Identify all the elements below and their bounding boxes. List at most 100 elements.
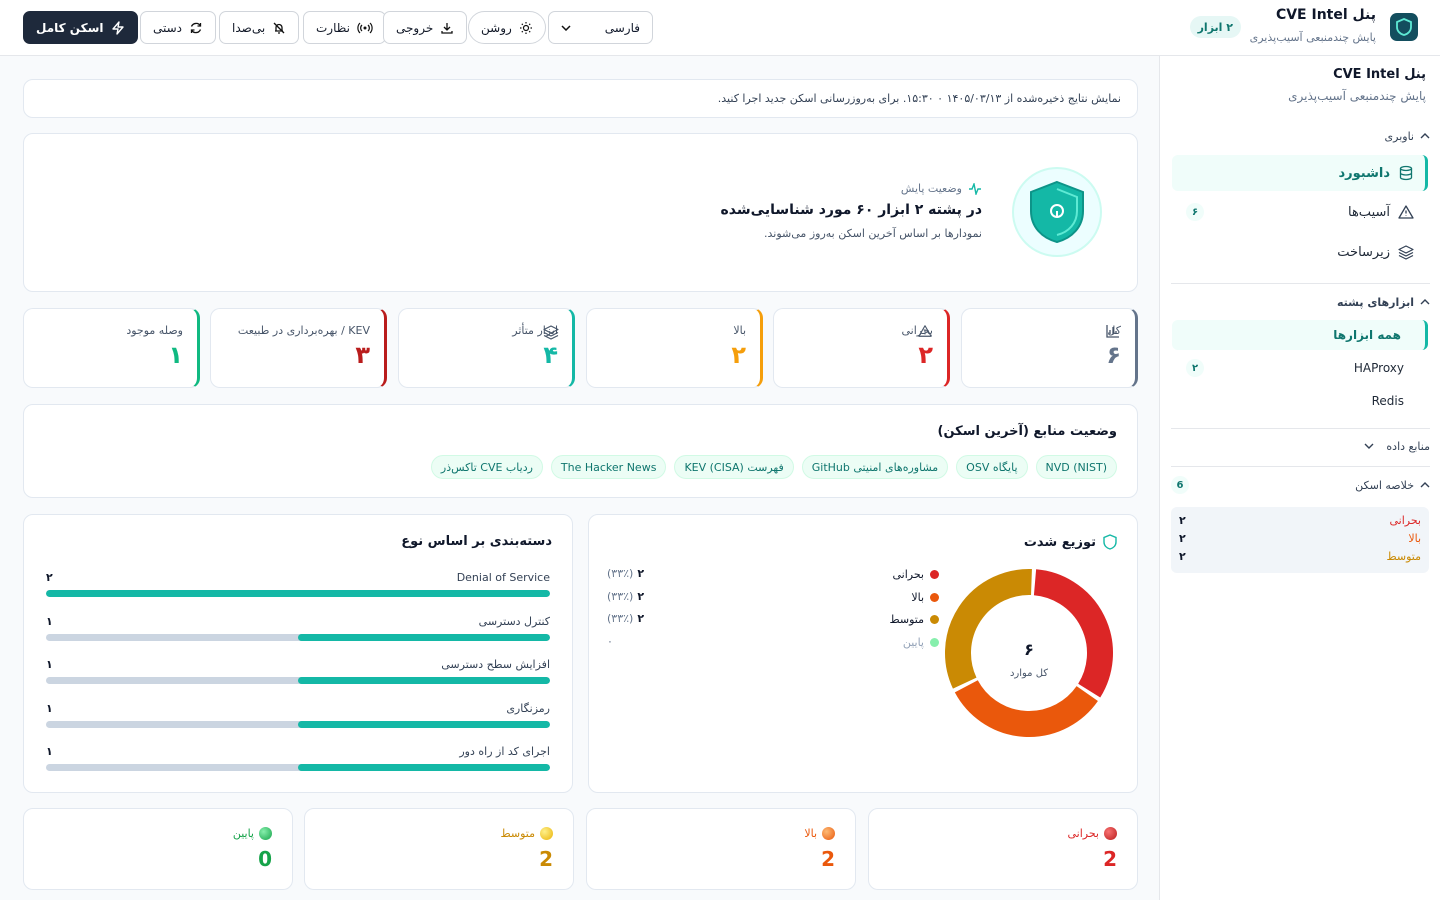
- type-count: ۱: [46, 658, 53, 671]
- stat-value: ۲: [918, 341, 933, 369]
- notice-text: نمایش نتایج ذخیره‌شده از ۱۴۰۵/۰۳/۱۳ ۰ ۱۵…: [717, 92, 1121, 105]
- manual-button[interactable]: دستی: [140, 11, 217, 44]
- cached-results-notice: نمایش نتایج ذخیره‌شده از ۱۴۰۵/۰۳/۱۳ ۰ ۱۵…: [23, 79, 1138, 118]
- sun-icon: [519, 21, 533, 35]
- severity-label: متوسط: [500, 827, 553, 840]
- data-sources-toggle[interactable]: منابع داده: [1171, 436, 1430, 456]
- sidebar-item-vulnerabilities[interactable]: آسیب‌ها ۶: [1172, 194, 1428, 230]
- stat-label: بالا: [733, 324, 746, 337]
- sidebar-subtitle: پایش چندمنبعی آسیب‌پذیری: [1288, 89, 1426, 103]
- donut-center-value: ۶: [1024, 640, 1034, 659]
- summary-value: ۲: [1179, 513, 1186, 527]
- stack-section-toggle[interactable]: ابزارهای پشته: [1171, 292, 1430, 312]
- severity-chart-title-text: توزیع شدت: [1023, 534, 1096, 550]
- type-label: اجرای کد از راه دور: [459, 745, 550, 758]
- severity-card-medium: متوسط 2: [304, 808, 574, 890]
- stack-item-all-tools[interactable]: همه ابزارها: [1172, 320, 1428, 350]
- stat-card-kev: KEV / بهره‌برداری در طبیعت ۳: [210, 308, 387, 388]
- shield-status-icon: [1012, 167, 1102, 257]
- type-bar-fill: [46, 590, 550, 597]
- stat-label: بحرانی: [901, 324, 933, 337]
- type-bar-fill: [298, 720, 550, 728]
- scan-summary-box: بحرانی ۲ بالا ۲ متوسط ۲: [1171, 507, 1429, 573]
- status-label-text: وضعیت پایش: [900, 182, 962, 195]
- stack-item-label: HAProxy: [1353, 361, 1404, 375]
- stat-card-total: کل ۶: [961, 308, 1138, 388]
- source-chip-nvd[interactable]: NVD (NIST): [1035, 455, 1117, 479]
- sidebar: پنل CVE Intel پایش چندمنبعی آسیب‌پذیری ن…: [1159, 56, 1440, 900]
- warning-icon: [918, 324, 932, 338]
- chevron-up-icon: [1420, 133, 1430, 139]
- sidebar-item-dashboard[interactable]: داشبورد: [1172, 155, 1428, 191]
- monitor-button[interactable]: نظارت: [303, 11, 386, 44]
- stack-section-label: ابزارهای پشته: [1337, 295, 1414, 309]
- source-chip-hacker-news[interactable]: The Hacker News: [550, 455, 667, 479]
- donut-slice-0[interactable]: [1033, 569, 1113, 698]
- type-bar-track: [46, 677, 550, 684]
- database-icon: [1398, 165, 1414, 181]
- type-breakdown-title: دسته‌بندی بر اساس نوع: [401, 534, 552, 549]
- source-chip-kev[interactable]: فهرست KEV (CISA): [674, 455, 794, 479]
- theme-toggle-button[interactable]: روشن: [468, 11, 546, 44]
- theme-label: روشن: [481, 20, 512, 35]
- type-bar-track: [46, 590, 550, 597]
- nav-section-toggle[interactable]: ناوبری: [1171, 126, 1430, 146]
- legend-swatch: [930, 569, 939, 579]
- stack-item-haproxy[interactable]: HAProxy ۲: [1172, 353, 1428, 383]
- stack-item-redis[interactable]: Redis: [1172, 386, 1428, 416]
- severity-label: بحرانی: [1067, 827, 1117, 840]
- legend-item-critical: بحرانی: [892, 565, 939, 583]
- app-title: پنل CVE Intel: [1275, 7, 1376, 23]
- sidebar-divider: [1171, 428, 1430, 429]
- yellow-dot-icon: [540, 827, 553, 840]
- monitor-label: نظارت: [316, 20, 350, 35]
- full-scan-button[interactable]: اسکن کامل: [23, 11, 138, 44]
- legend-percent: (۳۳٪): [607, 566, 634, 580]
- stat-card-patch-available: وصله موجود ۱: [23, 308, 200, 388]
- severity-distribution-card: توزیع شدت ۶ کل موارد بحرانی بالا متوسط پ…: [588, 514, 1138, 793]
- stat-card-high: بالا ۲: [586, 308, 763, 388]
- legend-item-high: بالا: [911, 588, 939, 606]
- stat-value: ۳: [355, 341, 370, 369]
- type-count: ۱: [46, 614, 53, 628]
- scan-summary-toggle[interactable]: خلاصه اسکن 6: [1171, 475, 1430, 495]
- type-label: رمزنگاری: [506, 701, 550, 715]
- legend-percent: (۳۳٪): [607, 611, 634, 625]
- stat-card-critical: بحرانی ۲: [773, 308, 950, 388]
- legend-label: پایین: [902, 635, 924, 649]
- summary-value: ۲: [1179, 531, 1186, 545]
- layers-icon: [543, 324, 559, 340]
- top-bar: پنل CVE Intel پایش چندمنبعی آسیب‌پذیری ۲…: [0, 0, 1440, 56]
- severity-value: 0: [258, 847, 272, 871]
- type-count: ۲: [46, 571, 53, 584]
- summary-row-medium: متوسط ۲: [1179, 547, 1421, 565]
- stack-item-label: همه ابزارها: [1333, 328, 1401, 342]
- legend-swatch: [930, 637, 939, 647]
- download-icon: [440, 21, 454, 35]
- full-scan-label: اسکن کامل: [36, 20, 104, 35]
- legend-label: بحرانی: [892, 567, 924, 581]
- legend-value-medium: ۲ (۳۳٪): [607, 609, 644, 627]
- legend-value-high: ۲ (۳۳٪): [607, 587, 644, 605]
- language-select[interactable]: فارسی: [548, 11, 653, 44]
- mute-button[interactable]: بی‌صدا: [219, 11, 300, 44]
- manual-label: دستی: [153, 20, 183, 35]
- source-chip-osv[interactable]: پایگاه OSV: [956, 455, 1028, 479]
- stat-value: ۶: [1106, 341, 1121, 369]
- orange-dot-icon: [822, 827, 835, 840]
- stack-item-label: Redis: [1371, 394, 1404, 408]
- type-bar-fill: [298, 633, 550, 641]
- legend-count: ۲: [637, 566, 645, 580]
- language-value: فارسی: [604, 20, 640, 35]
- donut-slice-1[interactable]: [954, 679, 1098, 737]
- app-subtitle: پایش چندمنبعی آسیب‌پذیری: [1249, 31, 1376, 44]
- type-label: افزایش سطح دسترسی: [441, 658, 550, 671]
- summary-row-critical: بحرانی ۲: [1179, 511, 1421, 529]
- source-chip-github[interactable]: مشاوره‌های امنیتی GitHub: [801, 455, 949, 479]
- tools-count-badge: ۲ ابزار: [1189, 16, 1241, 38]
- source-chip-cve-tracker[interactable]: ردیاب CVE تاکس‌ذر: [430, 455, 543, 479]
- donut-slice-2[interactable]: [945, 569, 1032, 689]
- sidebar-divider: [1171, 283, 1430, 284]
- sidebar-item-infrastructure[interactable]: زیرساخت: [1172, 234, 1428, 270]
- export-button[interactable]: خروجی: [383, 11, 468, 44]
